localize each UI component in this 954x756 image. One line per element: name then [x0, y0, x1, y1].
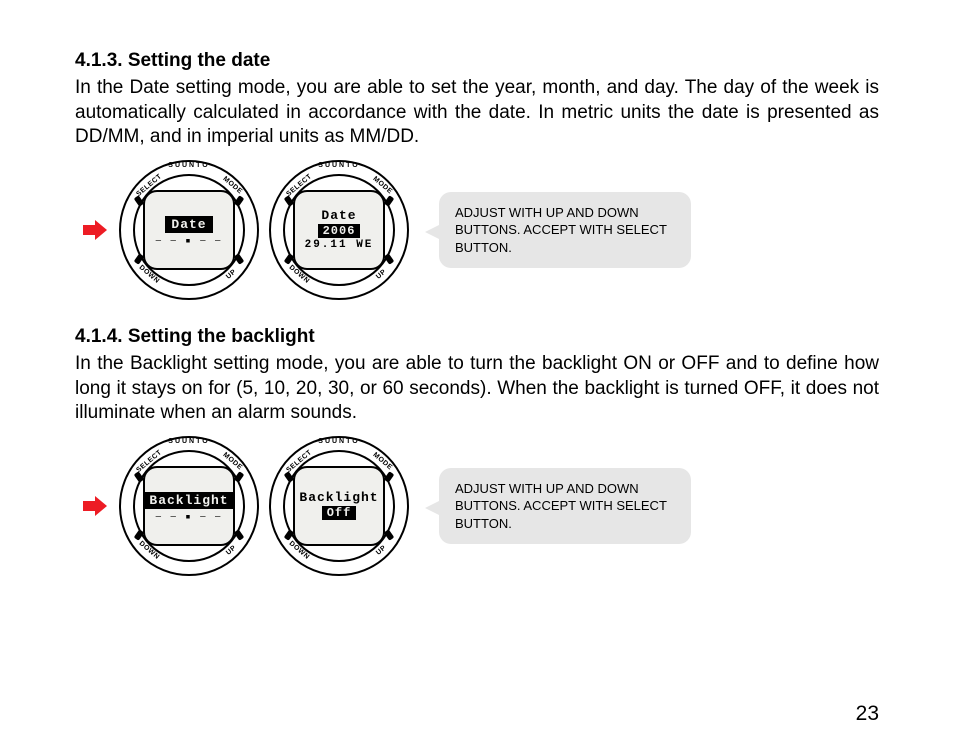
- body-text-date: In the Date setting mode, you are able t…: [75, 76, 879, 150]
- watch-date-edit: SUUNTO SELECT MODE DOWN UP Date 2006 29.…: [269, 160, 409, 300]
- section-heading-backlight: 4.1.4. Setting the backlight: [75, 326, 879, 348]
- lcd-subline: — — ▪ — —: [156, 236, 223, 246]
- body-text-backlight: In the Backlight setting mode, you are a…: [75, 352, 879, 426]
- callout-backlight: ADJUST WITH UP AND DOWN BUTTONS. ACCEPT …: [439, 468, 691, 545]
- lcd-subline: — — ▪ — —: [156, 512, 223, 522]
- watch-backlight-edit: SUUNTO SELECT MODE DOWN UP Backlight Off: [269, 436, 409, 576]
- callout-date: ADJUST WITH UP AND DOWN BUTTONS. ACCEPT …: [439, 192, 691, 269]
- brand-label: SUUNTO: [119, 438, 259, 445]
- lcd-inverted: Backlight: [143, 492, 234, 509]
- brand-label: SUUNTO: [269, 438, 409, 445]
- watch-backlight-menu: SUUNTO SELECT MODE DOWN UP Backlight — —…: [119, 436, 259, 576]
- page: 4.1.3. Setting the date In the Date sett…: [0, 0, 954, 756]
- arrow-icon: [83, 220, 107, 240]
- watch-date-menu: SUUNTO SELECT MODE DOWN UP Date — — ▪ — …: [119, 160, 259, 300]
- arrow-icon: [83, 496, 107, 516]
- lcd-line3: 29.11 WE: [305, 239, 374, 251]
- lcd-line1: Backlight: [299, 491, 378, 505]
- watch-screen: Date — — ▪ — —: [143, 190, 235, 270]
- lcd-inverted: Date: [165, 216, 212, 233]
- watch-screen: Date 2006 29.11 WE: [293, 190, 385, 270]
- brand-label: SUUNTO: [269, 162, 409, 169]
- watch-screen: Backlight Off: [293, 466, 385, 546]
- lcd-inverted: Off: [322, 506, 357, 520]
- lcd-inverted: 2006: [318, 224, 361, 238]
- figure-row-date: SUUNTO SELECT MODE DOWN UP Date — — ▪ — …: [83, 160, 879, 300]
- watch-screen: Backlight — — ▪ — —: [143, 466, 235, 546]
- brand-label: SUUNTO: [119, 162, 259, 169]
- page-number: 23: [856, 702, 879, 726]
- lcd-line1: Date: [321, 209, 356, 223]
- figure-row-backlight: SUUNTO SELECT MODE DOWN UP Backlight — —…: [83, 436, 879, 576]
- section-heading-date: 4.1.3. Setting the date: [75, 50, 879, 72]
